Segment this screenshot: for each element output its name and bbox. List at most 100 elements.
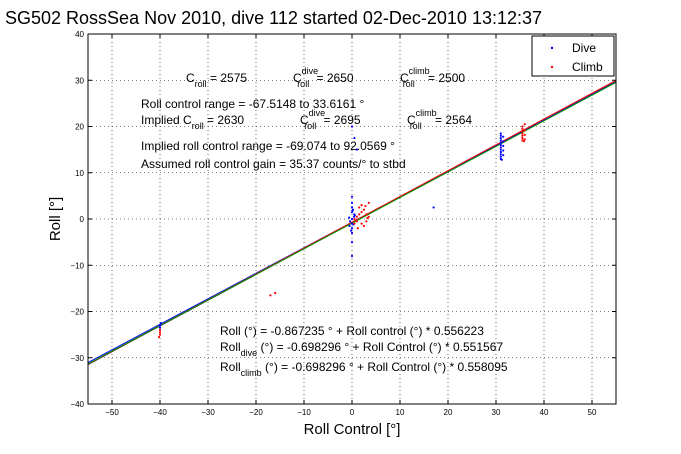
annotation-range: Roll control range = -67.5148 to 33.6161… — [141, 97, 364, 111]
data-point-climb — [360, 204, 363, 207]
data-point-dive — [502, 144, 505, 148]
annotation-fit-all: Roll (°) = -0.867235 ° + Roll control (°… — [220, 324, 484, 338]
data-point-dive — [350, 241, 354, 244]
data-point-dive — [353, 136, 356, 140]
data-point-climb — [360, 222, 363, 225]
data-point-dive — [499, 150, 502, 154]
legend-box — [531, 35, 615, 77]
data-point-climb — [355, 215, 358, 218]
data-point-climb — [367, 201, 370, 204]
x-tick-label: 30 — [492, 408, 501, 417]
data-point-climb — [269, 294, 272, 297]
data-point-dive — [158, 324, 162, 327]
y-tick-label: −40 — [70, 400, 84, 409]
data-point-dive — [502, 140, 505, 143]
legend-dive-label: Dive — [572, 41, 596, 55]
data-point-dive — [499, 136, 502, 140]
data-point-climb — [521, 134, 524, 137]
data-point-dive — [349, 229, 353, 232]
data-point-dive — [499, 132, 502, 135]
data-point-climb — [158, 333, 162, 336]
y-tick-label: −10 — [70, 261, 84, 270]
data-point-climb — [353, 217, 356, 221]
data-point-climb — [158, 328, 162, 332]
data-point-climb — [358, 213, 361, 216]
data-point-climb — [521, 125, 524, 128]
data-point-climb — [360, 210, 363, 214]
data-point-dive — [355, 148, 358, 151]
x-tick-label: 50 — [588, 408, 597, 417]
data-point-climb — [365, 213, 368, 216]
annotation-implied-c-roll: Implied Croll = 2630 — [141, 113, 244, 131]
data-point-climb — [523, 138, 526, 141]
x-tick-label: −10 — [297, 408, 311, 417]
y-tick-label: 10 — [75, 169, 84, 178]
annotation-fit-climb: Rollclimb (°) = -0.698296 ° + Roll Contr… — [220, 360, 508, 378]
data-point-dive — [350, 206, 354, 209]
x-tick-label: 20 — [444, 408, 453, 417]
data-point-climb — [358, 206, 361, 209]
data-point-dive — [350, 254, 354, 258]
data-point-dive — [499, 141, 502, 144]
data-point-dive — [500, 158, 503, 161]
data-point-dive — [502, 149, 505, 152]
data-point-climb — [356, 227, 359, 230]
y-tick-label: 0 — [80, 215, 85, 224]
data-points — [157, 123, 526, 339]
top-annotations: Croll = 2575 Cdive roll = 2650 Cclimb roll… — [141, 66, 472, 171]
data-point-dive — [499, 153, 502, 156]
data-point-dive — [499, 148, 502, 151]
data-point-climb — [365, 220, 368, 223]
data-point-dive — [350, 201, 354, 204]
x-tick-label: −20 — [249, 408, 263, 417]
data-point-dive — [350, 227, 354, 230]
annotation-implied-c-roll-dive: Cdive roll = 2695 — [300, 108, 361, 131]
data-point-climb — [522, 140, 525, 143]
legend-climb-label: Climb — [572, 60, 603, 74]
data-point-dive — [502, 154, 505, 157]
x-tick-label: −30 — [201, 408, 215, 417]
data-point-dive — [350, 125, 354, 128]
x-tick-label: 0 — [350, 408, 355, 417]
data-point-dive — [348, 220, 352, 223]
legend-dive-marker — [550, 46, 554, 50]
data-point-climb — [362, 208, 366, 211]
chart-title: SG502 RossSea Nov 2010, dive 112 started… — [5, 8, 542, 28]
x-tick-label: −40 — [153, 408, 167, 417]
data-point-dive — [159, 321, 163, 325]
data-point-climb — [521, 132, 524, 135]
x-axis-label: Roll Control [°] — [304, 421, 401, 438]
x-tick-label: −50 — [105, 408, 119, 417]
y-tick-label: 40 — [75, 30, 84, 39]
data-point-climb — [158, 331, 162, 334]
data-point-dive — [499, 143, 502, 147]
data-point-climb — [355, 220, 358, 223]
data-point-climb — [366, 216, 369, 220]
data-point-climb — [367, 215, 370, 218]
data-point-dive — [350, 217, 354, 221]
data-point-dive — [499, 146, 502, 149]
y-axis-label: Roll [°] — [47, 197, 64, 241]
data-point-climb — [353, 222, 356, 225]
annotation-implied-range: Implied roll control range = -69.074 to … — [141, 139, 395, 153]
data-point-dive — [348, 224, 351, 228]
data-point-climb — [521, 130, 524, 133]
data-point-climb — [523, 123, 526, 126]
data-point-dive — [502, 135, 505, 138]
data-point-dive — [353, 214, 356, 217]
y-tick-label: 20 — [75, 123, 84, 132]
x-axis-ticks: −50 −40 −30 −20 −10 0 10 20 30 40 50 — [105, 34, 597, 417]
data-point-climb — [521, 136, 524, 140]
y-tick-label: 30 — [75, 76, 84, 85]
x-tick-label: 10 — [396, 408, 405, 417]
y-tick-label: −20 — [70, 308, 84, 317]
annotation-implied-c-roll-climb: Cclimb roll = 2564 — [407, 108, 472, 131]
annotation-c-roll: Croll = 2575 — [186, 71, 247, 89]
data-point-climb — [362, 224, 366, 228]
data-point-dive — [351, 209, 354, 212]
legend: Dive Climb — [531, 35, 615, 77]
annotation-fit-dive: Rolldive (°) = -0.698296 ° + Roll Contro… — [220, 340, 503, 358]
data-point-climb — [364, 204, 367, 208]
data-point-climb — [274, 291, 277, 295]
